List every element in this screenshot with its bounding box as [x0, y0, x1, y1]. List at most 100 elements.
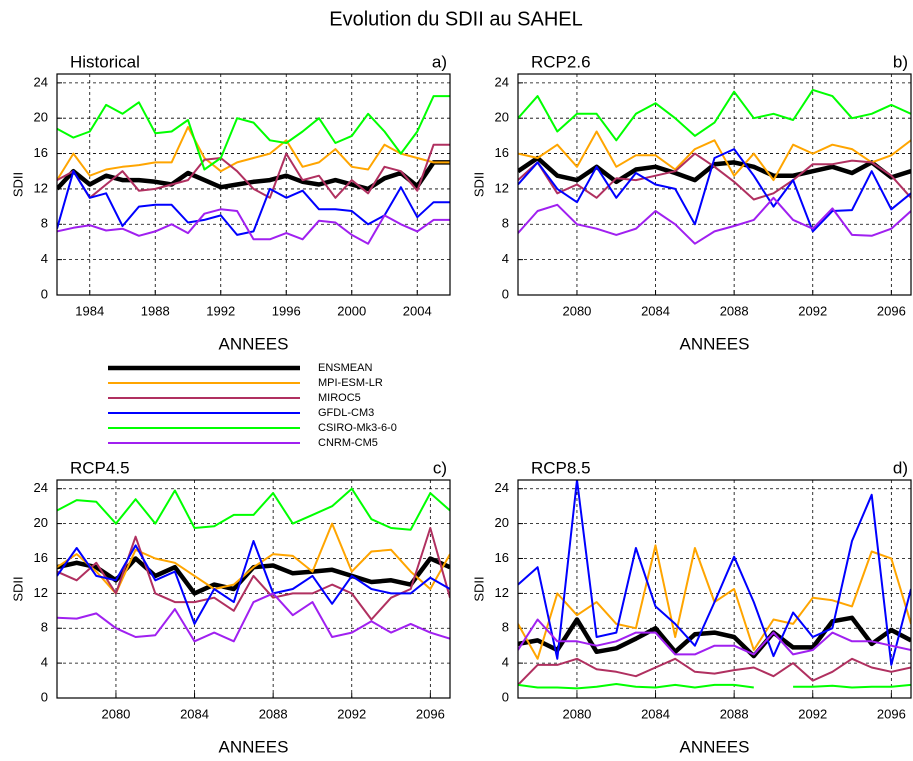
- plot-area: [57, 95, 450, 245]
- series-line: [57, 540, 450, 625]
- x-axis-label: ANNEES: [680, 737, 750, 756]
- plot-frame: [517, 73, 912, 296]
- x-tick-label: 2084: [641, 303, 670, 318]
- y-tick-label: 20: [34, 515, 48, 530]
- series-line: [57, 487, 450, 531]
- y-tick-label: 24: [34, 74, 48, 89]
- x-tick-label: 2080: [562, 303, 591, 318]
- series-line: [57, 527, 450, 621]
- x-tick-label: 1984: [75, 303, 104, 318]
- x-tick-label: 2080: [562, 706, 591, 721]
- x-tick-label: 2088: [259, 706, 288, 721]
- y-tick-label: 0: [502, 689, 509, 704]
- x-tick-label: 1992: [206, 303, 235, 318]
- x-tick-label: 2092: [798, 706, 827, 721]
- y-tick-label: 12: [495, 180, 509, 195]
- series-line: [518, 618, 911, 656]
- x-tick-label: 1988: [141, 303, 170, 318]
- y-tick-label: 0: [41, 286, 48, 301]
- series-line: [57, 95, 450, 171]
- series-line: [518, 130, 911, 182]
- y-tick-label: 8: [41, 620, 48, 635]
- panel-title: Historical: [70, 52, 140, 71]
- y-axis-label: SDII: [10, 576, 25, 601]
- x-tick-label: 2096: [416, 706, 445, 721]
- y-tick-label: 24: [34, 480, 48, 495]
- series-line: [518, 683, 911, 690]
- y-tick-label: 0: [502, 286, 509, 301]
- series-line: [57, 208, 450, 245]
- panel-title: RCP2.6: [531, 52, 591, 71]
- x-axis-label: ANNEES: [219, 334, 289, 353]
- y-tick-label: 4: [502, 655, 509, 670]
- y-tick-label: 4: [41, 655, 48, 670]
- series-line: [57, 126, 450, 181]
- series-line: [518, 196, 911, 245]
- y-tick-label: 24: [495, 74, 509, 89]
- x-tick-label: 2088: [720, 303, 749, 318]
- x-tick-label: 2092: [337, 706, 366, 721]
- panel-title: RCP8.5: [531, 458, 591, 477]
- series-line: [57, 160, 450, 192]
- y-tick-label: 0: [41, 689, 48, 704]
- x-tick-label: 2004: [403, 303, 432, 318]
- y-tick-label: 16: [495, 145, 509, 160]
- panel-label: a): [432, 52, 447, 71]
- x-axis-label: ANNEES: [680, 334, 750, 353]
- y-tick-label: 4: [502, 251, 509, 266]
- y-axis-label: SDII: [471, 576, 486, 601]
- y-tick-label: 16: [495, 550, 509, 565]
- series-line: [518, 148, 911, 233]
- x-axis-label: ANNEES: [219, 737, 289, 756]
- panel-label: d): [893, 458, 908, 477]
- y-tick-label: 16: [34, 145, 48, 160]
- series-line: [57, 522, 450, 595]
- panel-label: c): [433, 458, 447, 477]
- y-tick-label: 24: [495, 480, 509, 495]
- y-tick-label: 12: [34, 180, 48, 195]
- legend-label: CNRM-CM5: [318, 437, 378, 449]
- series-line: [518, 657, 911, 686]
- x-tick-label: 2092: [798, 303, 827, 318]
- series-line: [57, 592, 450, 643]
- legend-label: MPI-ESM-LR: [318, 377, 383, 389]
- plot-area: [57, 487, 450, 643]
- y-tick-label: 4: [41, 251, 48, 266]
- plot-frame: [517, 479, 912, 699]
- plot-frame: [56, 73, 451, 296]
- panel-title: RCP4.5: [70, 458, 130, 477]
- y-tick-label: 20: [495, 110, 509, 125]
- x-tick-label: 2084: [180, 706, 209, 721]
- series-line: [518, 480, 911, 666]
- legend-label: GFDL-CM3: [318, 407, 374, 419]
- x-tick-label: 2096: [877, 303, 906, 318]
- y-tick-label: 20: [495, 515, 509, 530]
- series-line: [518, 615, 911, 659]
- series-line: [518, 155, 911, 185]
- y-tick-label: 20: [34, 110, 48, 125]
- legend-label: CSIRO-Mk3-6-0: [318, 422, 397, 434]
- legend-label: ENSMEAN: [318, 362, 372, 374]
- y-tick-label: 8: [41, 216, 48, 231]
- series-line: [518, 88, 911, 142]
- y-axis-label: SDII: [471, 172, 486, 197]
- y-tick-label: 8: [502, 216, 509, 231]
- x-tick-label: 1996: [272, 303, 301, 318]
- y-tick-label: 12: [34, 585, 48, 600]
- series-line: [57, 143, 450, 199]
- plot-area: [518, 480, 911, 690]
- figure-title: Evolution du SDII au SAHEL: [329, 8, 582, 30]
- y-tick-label: 16: [34, 550, 48, 565]
- legend-label: MIROC5: [318, 392, 361, 404]
- panel-label: b): [893, 52, 908, 71]
- y-tick-label: 12: [495, 585, 509, 600]
- y-tick-label: 8: [502, 620, 509, 635]
- y-axis-label: SDII: [10, 172, 25, 197]
- x-tick-label: 2080: [101, 706, 130, 721]
- x-tick-label: 2084: [641, 706, 670, 721]
- plot-area: [518, 88, 911, 245]
- plot-frame: [56, 479, 451, 699]
- x-tick-label: 2096: [877, 706, 906, 721]
